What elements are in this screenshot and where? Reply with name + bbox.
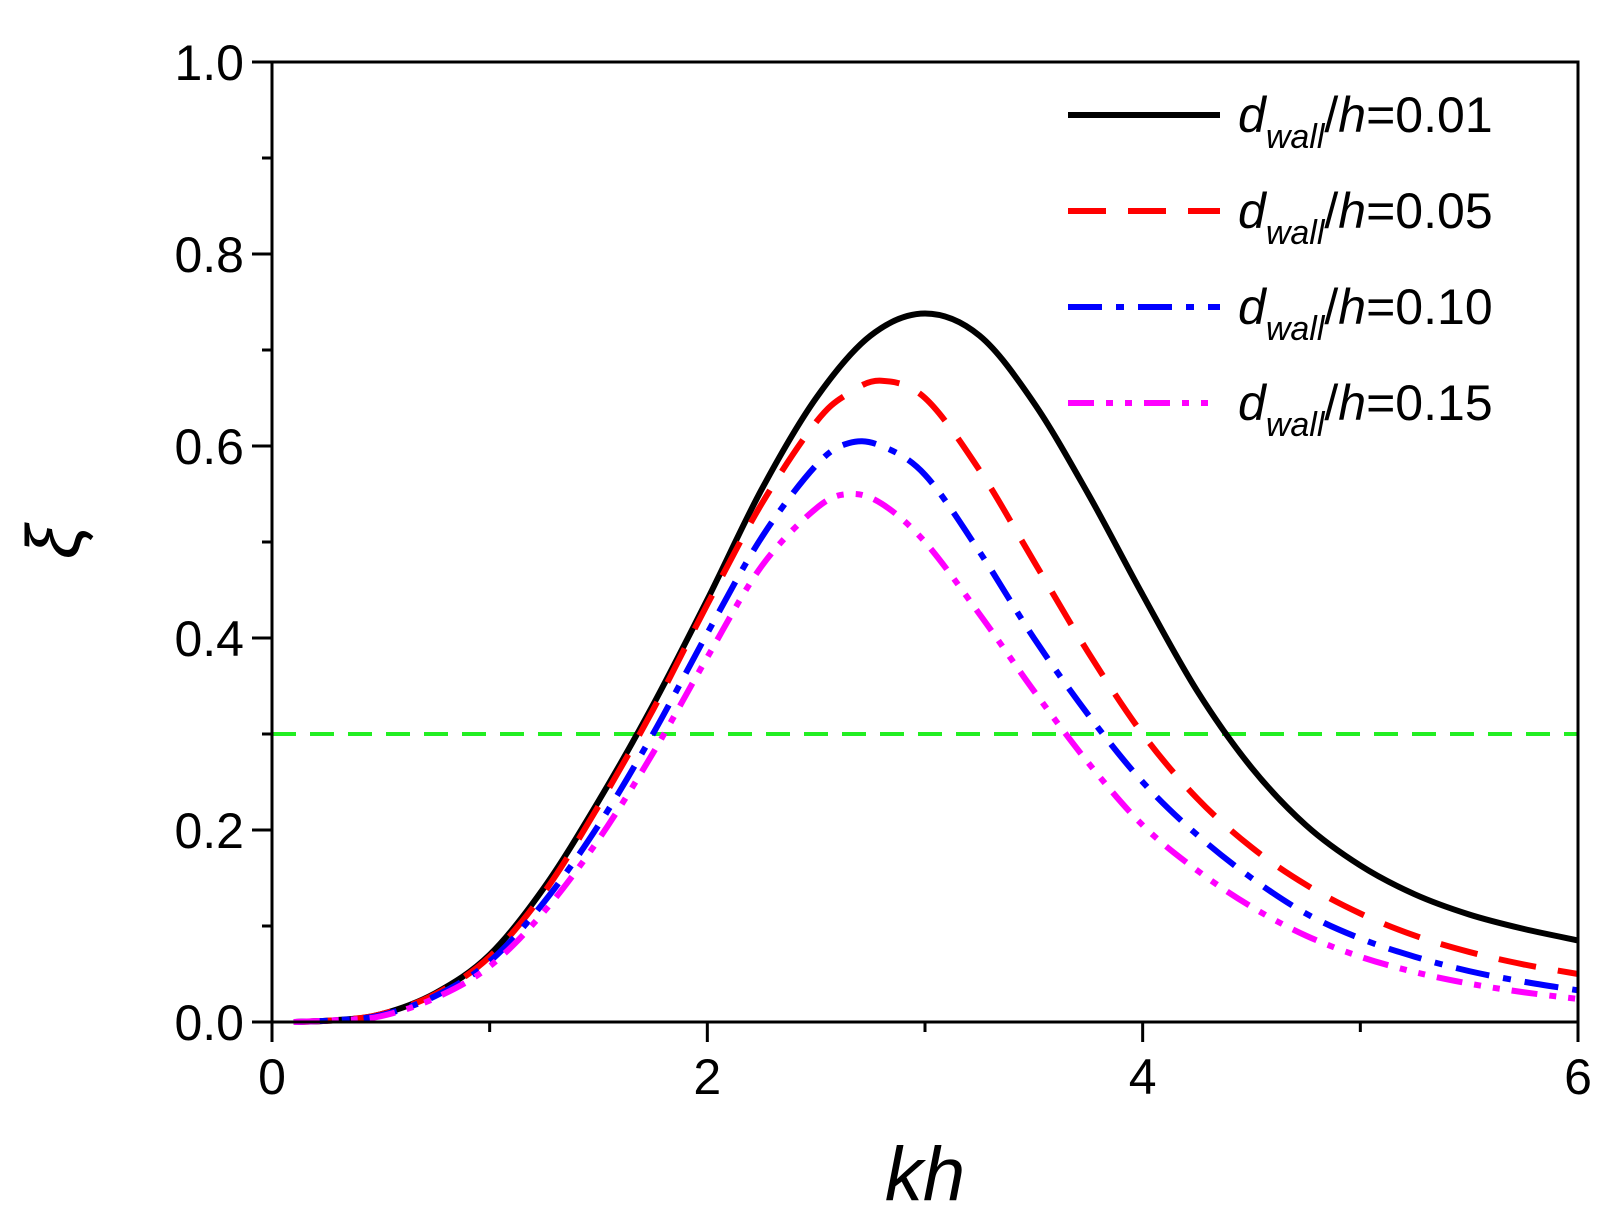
x-tick-label: 0	[258, 1049, 286, 1105]
tick-labels-layer: 0 2 4 6 0.0 0.2 0.4 0.6 0.8 1.0	[174, 35, 1591, 1105]
series-line-2	[293, 377, 1579, 1025]
y-tick-label: 0.8	[174, 227, 244, 283]
ticks-layer	[252, 60, 1580, 1042]
legend-label-4: dwall/h=0.15	[1238, 375, 1493, 444]
series-line-3	[293, 438, 1579, 1025]
x-tick-label: 4	[1129, 1049, 1157, 1105]
y-tick-label: 0.4	[174, 611, 244, 667]
series-layer	[293, 310, 1579, 1025]
y-axis-title: ξ	[12, 522, 97, 559]
legend-label-1: dwall/h=0.01	[1238, 87, 1493, 156]
y-tick-label: 0.2	[174, 803, 244, 859]
legend: dwall/h=0.01 dwall/h=0.05 dwall/h=0.10 dwal…	[1068, 87, 1493, 444]
legend-label-2: dwall/h=0.05	[1238, 183, 1493, 252]
series-line-4	[293, 490, 1579, 1025]
x-axis-title: kh	[885, 1132, 965, 1217]
legend-label-3: dwall/h=0.10	[1238, 279, 1493, 348]
y-tick-label: 0.6	[174, 419, 244, 475]
x-tick-label: 2	[693, 1049, 721, 1105]
y-tick-label: 1.0	[174, 35, 244, 91]
x-tick-label: 6	[1564, 1049, 1592, 1105]
y-tick-label: 0.0	[174, 995, 244, 1051]
